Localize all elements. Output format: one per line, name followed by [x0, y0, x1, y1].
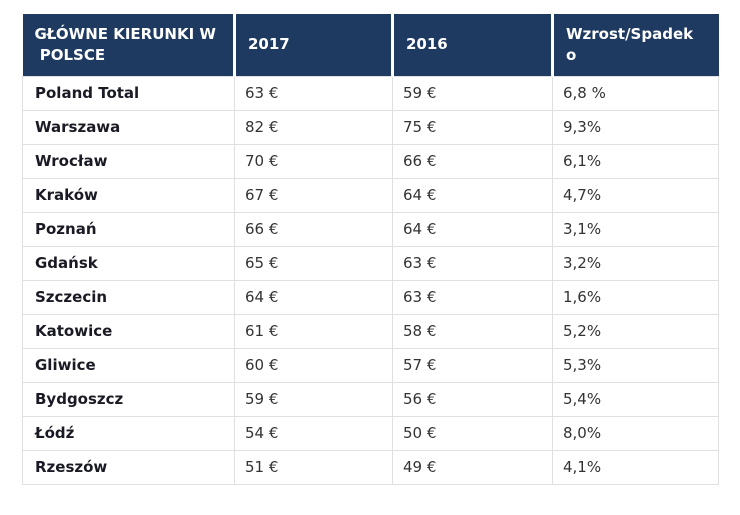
value-2016-cell: 59 € [392, 75, 553, 111]
change-cell: 9,3% [552, 109, 719, 145]
table-row: Poland Total 63 € 59 € 6,8 % [22, 75, 719, 111]
change-cell: 8,0% [552, 415, 719, 451]
column-header-change: Wzrost/Spadek o [551, 14, 719, 76]
table-row: Poznań 66 € 64 € 3,1% [22, 211, 719, 247]
value-2017-cell: 64 € [234, 279, 393, 315]
change-cell: 5,4% [552, 381, 719, 417]
value-2017-cell: 67 € [234, 177, 393, 213]
value-2016-cell: 57 € [392, 347, 553, 383]
value-2016-cell: 63 € [392, 279, 553, 315]
destination-cell: Wrocław [22, 143, 235, 179]
value-2017-cell: 54 € [234, 415, 393, 451]
change-cell: 1,6% [552, 279, 719, 315]
destination-cell: Katowice [22, 313, 235, 349]
change-cell: 6,8 % [552, 75, 719, 111]
value-2016-cell: 50 € [392, 415, 553, 451]
value-2017-cell: 61 € [234, 313, 393, 349]
change-cell: 6,1% [552, 143, 719, 179]
value-2017-cell: 82 € [234, 109, 393, 145]
table-row: Katowice 61 € 58 € 5,2% [22, 313, 719, 349]
destinations-table: GŁÓWNE KIERUNKI W POLSCE 2017 2016 Wzros… [22, 14, 719, 485]
destination-cell: Gliwice [22, 347, 235, 383]
value-2017-cell: 51 € [234, 449, 393, 485]
value-2017-cell: 66 € [234, 211, 393, 247]
change-cell: 5,3% [552, 347, 719, 383]
column-header-2016: 2016 [391, 14, 553, 76]
table-row: Warszawa 82 € 75 € 9,3% [22, 109, 719, 145]
change-cell: 5,2% [552, 313, 719, 349]
table-row: Gliwice 60 € 57 € 5,3% [22, 347, 719, 383]
value-2016-cell: 49 € [392, 449, 553, 485]
table-row: Szczecin 64 € 63 € 1,6% [22, 279, 719, 315]
destination-cell: Poznań [22, 211, 235, 247]
table-row: Wrocław 70 € 66 € 6,1% [22, 143, 719, 179]
destination-cell: Łódź [22, 415, 235, 451]
value-2017-cell: 70 € [234, 143, 393, 179]
value-2017-cell: 63 € [234, 75, 393, 111]
value-2016-cell: 56 € [392, 381, 553, 417]
value-2016-cell: 64 € [392, 211, 553, 247]
destination-cell: Gdańsk [22, 245, 235, 281]
destination-cell: Kraków [22, 177, 235, 213]
destination-cell: Warszawa [22, 109, 235, 145]
change-cell: 4,1% [552, 449, 719, 485]
value-2016-cell: 66 € [392, 143, 553, 179]
destination-cell: Szczecin [22, 279, 235, 315]
table-row: Rzeszów 51 € 49 € 4,1% [22, 449, 719, 485]
destination-cell: Poland Total [22, 75, 235, 111]
destination-cell: Rzeszów [22, 449, 235, 485]
table-body: Poland Total 63 € 59 € 6,8 % Warszawa 82… [22, 75, 719, 485]
value-2016-cell: 64 € [392, 177, 553, 213]
table-row: Łódź 54 € 50 € 8,0% [22, 415, 719, 451]
value-2016-cell: 63 € [392, 245, 553, 281]
column-header-destination: GŁÓWNE KIERUNKI W POLSCE [22, 14, 235, 76]
destination-cell: Bydgoszcz [22, 381, 235, 417]
value-2017-cell: 65 € [234, 245, 393, 281]
change-cell: 3,2% [552, 245, 719, 281]
value-2017-cell: 60 € [234, 347, 393, 383]
table-header: GŁÓWNE KIERUNKI W POLSCE 2017 2016 Wzros… [22, 14, 719, 76]
table-row: Bydgoszcz 59 € 56 € 5,4% [22, 381, 719, 417]
table-row: Gdańsk 65 € 63 € 3,2% [22, 245, 719, 281]
value-2016-cell: 75 € [392, 109, 553, 145]
column-header-2017: 2017 [233, 14, 393, 76]
change-cell: 3,1% [552, 211, 719, 247]
change-cell: 4,7% [552, 177, 719, 213]
header-row: GŁÓWNE KIERUNKI W POLSCE 2017 2016 Wzros… [22, 14, 719, 76]
table-row: Kraków 67 € 64 € 4,7% [22, 177, 719, 213]
value-2017-cell: 59 € [234, 381, 393, 417]
value-2016-cell: 58 € [392, 313, 553, 349]
